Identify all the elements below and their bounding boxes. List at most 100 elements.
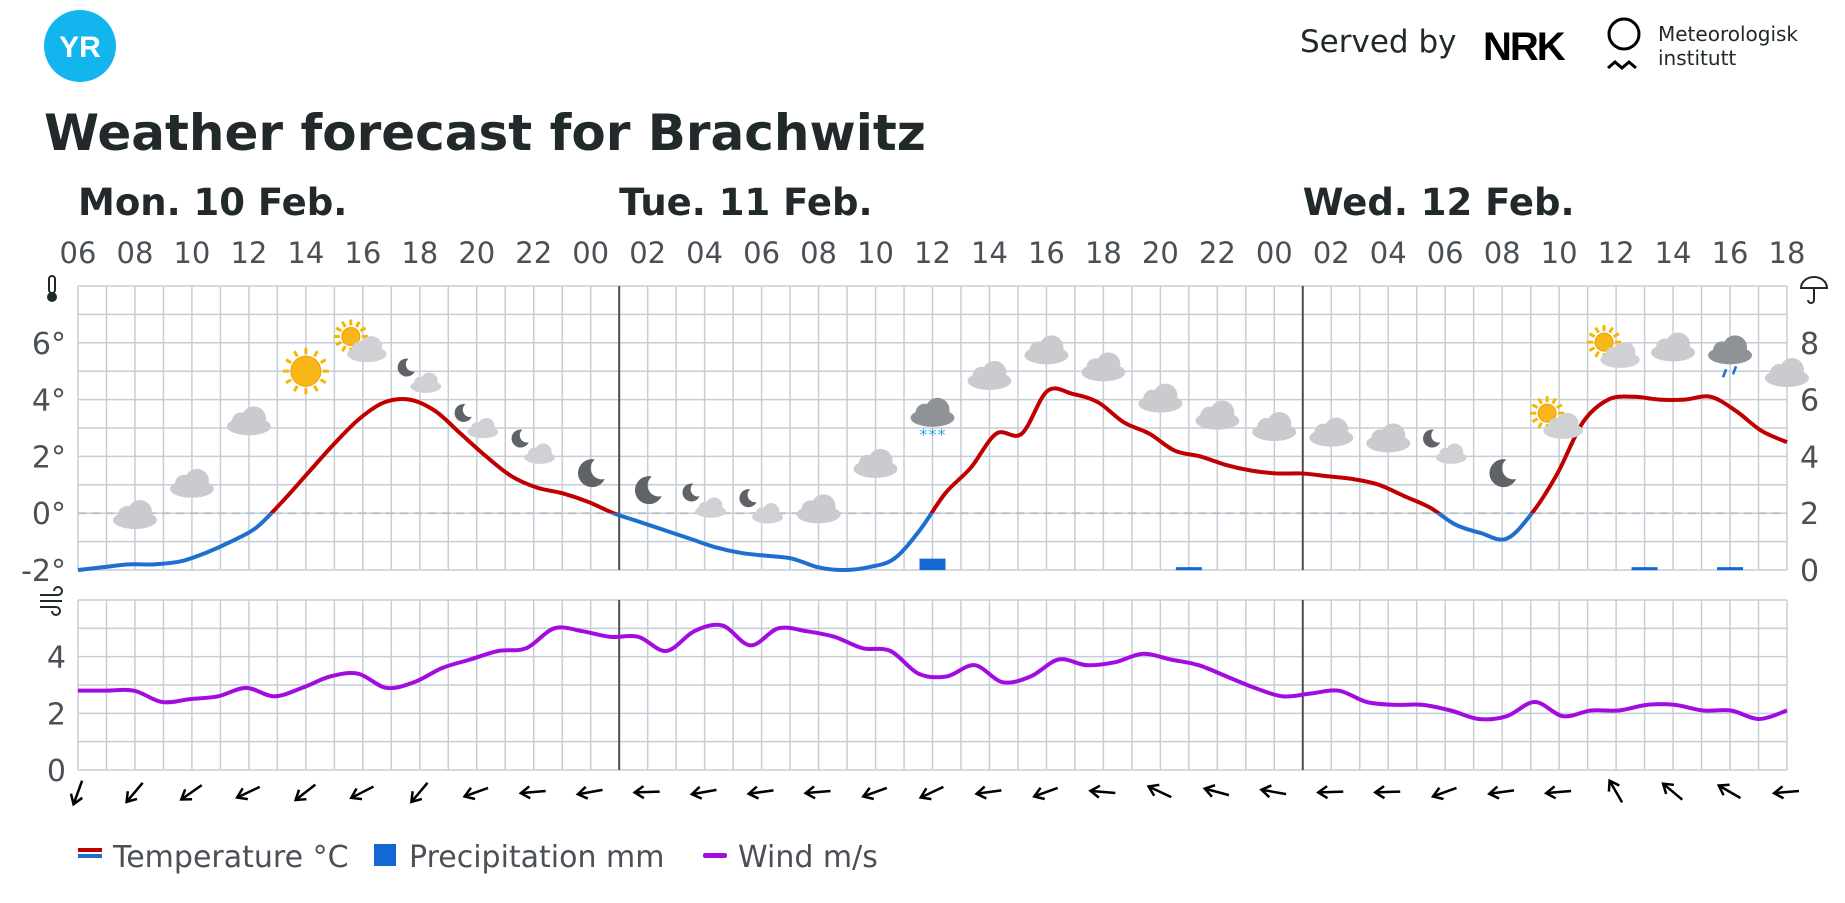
partly-cloudy-night-icon	[454, 403, 499, 439]
snowflake-glyph: *	[920, 425, 928, 444]
hour-tick-label: 12	[230, 236, 267, 270]
wind-direction-arrow	[1146, 783, 1172, 799]
sun-ray	[335, 340, 343, 347]
wind-arrow-head	[803, 785, 816, 800]
wind-direction-arrow	[1661, 782, 1684, 801]
cloud-shape	[1309, 417, 1354, 447]
cloud-shape	[467, 417, 499, 439]
wind-arrow-shaft	[237, 785, 261, 799]
wind-direction-arrow	[861, 786, 888, 801]
yr-logo[interactable]: YR	[44, 10, 116, 82]
thermometer-icon-tube	[48, 275, 56, 294]
sun-ray	[293, 350, 299, 358]
cloud-shape	[410, 372, 442, 393]
wind-arrow-shaft	[692, 788, 717, 796]
cloud-shape	[112, 500, 157, 530]
met-institute-logo[interactable]	[1604, 16, 1648, 76]
wind-direction-arrow	[1607, 778, 1624, 804]
hour-tick-label: 04	[1370, 236, 1407, 270]
wind-direction-arrow	[1372, 785, 1401, 800]
sun-ray	[285, 358, 292, 364]
cloud-shape	[1252, 412, 1297, 441]
wind-direction-arrow	[235, 785, 261, 801]
umbrella-icon-handle	[1807, 288, 1815, 304]
met-institute-line1: Meteorologisk	[1658, 22, 1799, 46]
cloud-shape	[910, 397, 955, 427]
wind-arrow-shaft	[1609, 780, 1624, 804]
temperature-tick-label: 6°	[32, 327, 66, 362]
wind-direction-arrow	[462, 786, 489, 801]
wind-arrow-head	[689, 785, 703, 800]
wind-arrow-shaft	[1148, 785, 1172, 799]
wind-direction-arrow	[1771, 785, 1800, 800]
wind-arrow-head	[1716, 783, 1730, 796]
wind-arrow-head	[1146, 783, 1160, 797]
snowflake-glyph: *	[929, 425, 937, 444]
cloud-shape	[695, 497, 727, 518]
partly-cloudy-day-icon	[333, 319, 387, 363]
cloud-icon	[1765, 358, 1809, 388]
cloud-shape	[1651, 332, 1696, 362]
wind-arrow-shaft	[465, 786, 489, 798]
cloud-icon	[226, 406, 271, 436]
hour-tick-label: 02	[1313, 236, 1350, 270]
wind-arrow-head	[1543, 785, 1557, 800]
cloud-part	[1267, 412, 1292, 436]
legend-precipitation-swatch	[374, 844, 396, 866]
cloud-part	[1039, 335, 1064, 360]
hour-tick-label: 00	[1256, 236, 1293, 270]
wind-arrow-shaft	[1774, 789, 1800, 795]
cloud-shape	[1024, 335, 1069, 365]
nrk-logo[interactable]: NRK	[1483, 26, 1579, 66]
sun-ray	[1588, 332, 1596, 338]
sun-ray	[285, 378, 292, 384]
wind-arrow-head	[69, 793, 84, 807]
wind-arrow-shaft	[806, 789, 831, 795]
wind-arrow-shaft	[1091, 789, 1116, 795]
temperature-tick-label: 0°	[32, 497, 66, 532]
hour-tick-label: 16	[344, 236, 381, 270]
wind-arrow-shaft	[635, 790, 660, 794]
precipitation-tick-label: 6	[1800, 384, 1819, 419]
sun-ray	[1594, 326, 1600, 334]
partly-cloudy-night-icon	[739, 489, 783, 524]
wind-arrow-shaft	[521, 789, 546, 795]
cloud-shape	[1543, 412, 1583, 439]
wind-arrow-head	[518, 785, 531, 800]
wind-arrow-head	[1487, 785, 1500, 800]
wind-direction-arrow	[632, 785, 660, 800]
wind-direction-arrow	[1259, 784, 1287, 799]
cloud-part	[762, 503, 780, 520]
snowflake-glyph: *	[938, 425, 946, 444]
wind-tick-label: 2	[47, 697, 66, 732]
temperature-tick-label: 4°	[32, 384, 66, 419]
hour-tick-label: 18	[401, 236, 438, 270]
cloud-part	[127, 500, 152, 525]
wind-arrow-head	[293, 789, 307, 802]
wind-direction-arrow	[179, 784, 203, 801]
cloud-icon	[1309, 417, 1354, 447]
cloud-shape	[1600, 341, 1640, 368]
sun-ray	[1594, 350, 1600, 358]
wind-direction-arrow	[575, 785, 603, 800]
hour-tick-label: 18	[1769, 236, 1806, 270]
sun-ray	[319, 378, 327, 384]
cloud-part	[1780, 358, 1804, 383]
umbrella-icon-canopy	[1799, 276, 1829, 289]
sun-ray	[355, 321, 361, 328]
wind-direction-arrow	[974, 785, 1002, 800]
wind-arrow-shaft	[295, 783, 317, 801]
cloud-icon	[1252, 412, 1297, 441]
cloud-shape	[752, 503, 783, 524]
cloud-part	[1381, 423, 1406, 448]
cloud-shape	[1435, 443, 1467, 464]
wind-arrow-shaft	[1490, 789, 1515, 795]
hour-tick-label: 06	[1427, 236, 1464, 270]
hour-tick-label: 06	[60, 236, 97, 270]
wind-tick-label: 0	[47, 754, 66, 789]
cloud-part	[477, 417, 495, 435]
cloud-shape	[524, 443, 556, 464]
cloud-shape	[1081, 352, 1126, 382]
sun-disc	[341, 326, 361, 346]
raindrop	[1721, 368, 1728, 378]
